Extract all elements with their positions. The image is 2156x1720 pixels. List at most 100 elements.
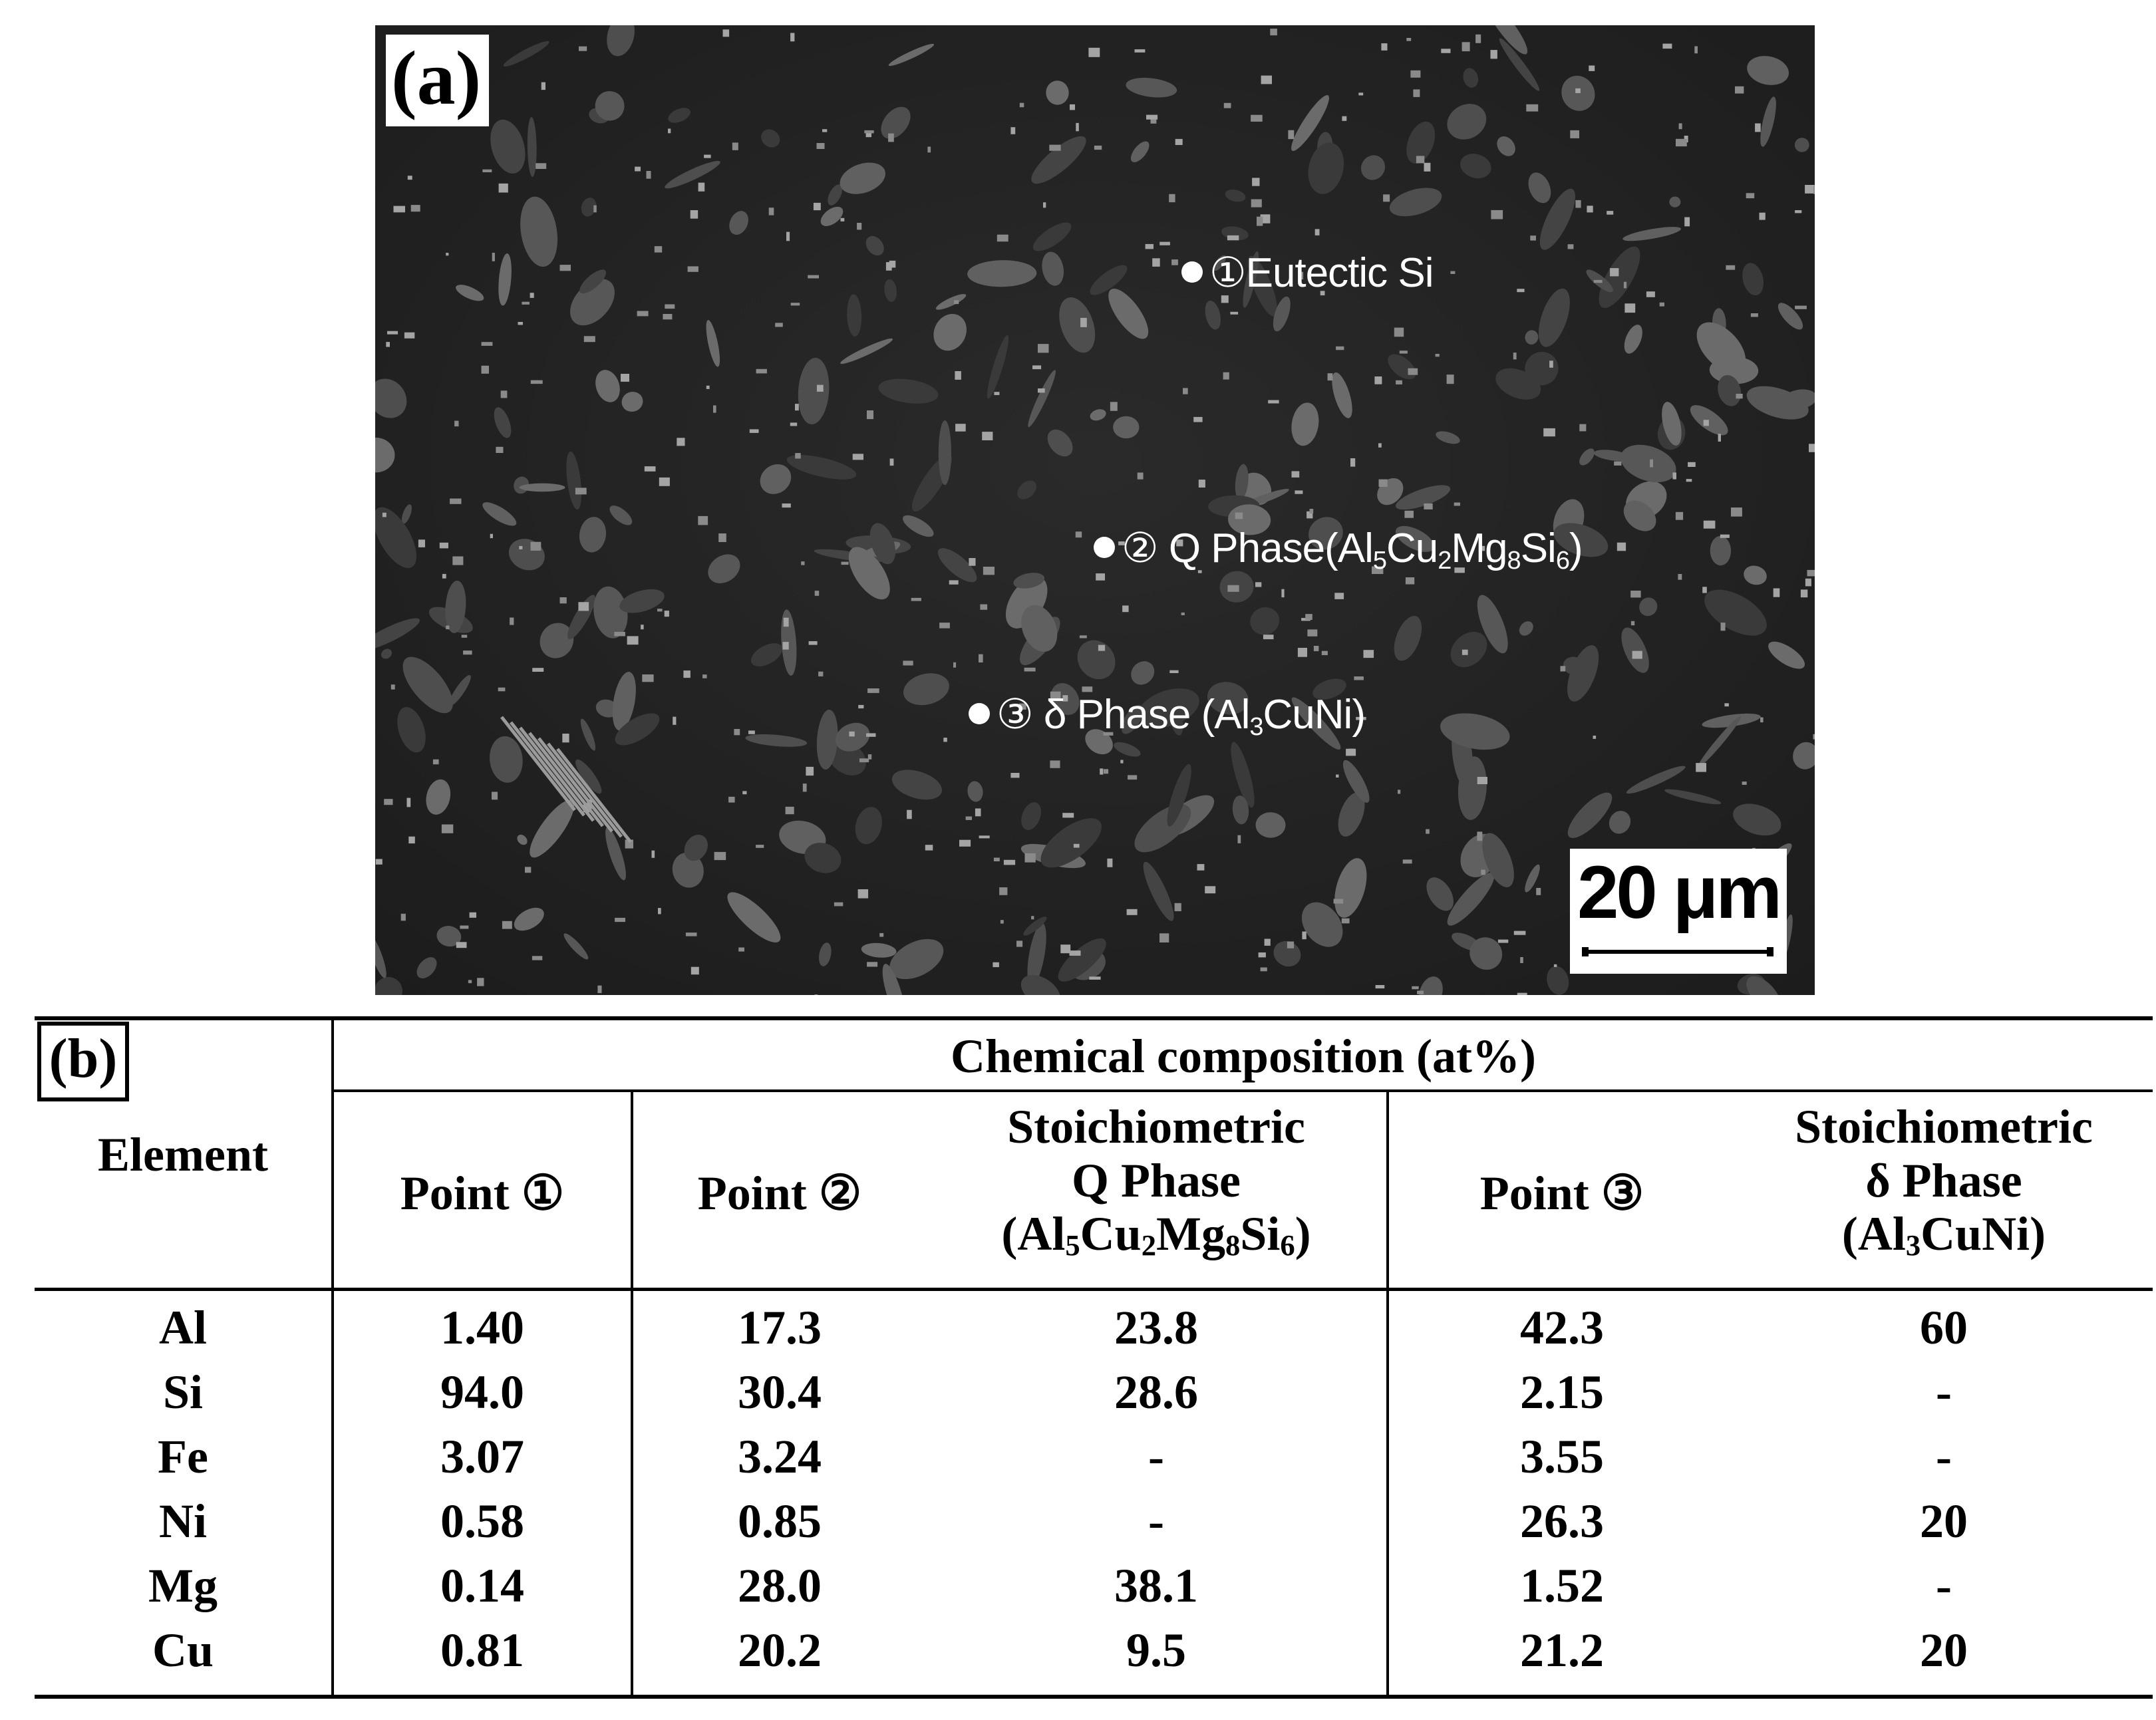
sem-bright-speck	[1152, 258, 1160, 267]
sem-particle	[1058, 938, 1106, 982]
sem-bright-speck	[1003, 859, 1016, 865]
sem-needle	[510, 721, 585, 817]
sem-particle	[579, 517, 607, 553]
sem-particle	[1698, 716, 1742, 768]
sem-particle	[1710, 535, 1732, 566]
sem-bright-speck	[1354, 676, 1364, 680]
sem-particle	[1291, 697, 1341, 750]
sem-bright-speck	[1630, 591, 1641, 598]
sem-particle	[903, 515, 934, 537]
sem-bright-speck	[1623, 281, 1627, 289]
sem-particle	[1301, 902, 1343, 947]
sem-bright-speck	[593, 205, 597, 213]
sem-bright-speck	[1100, 768, 1104, 775]
sem-bright-speck	[1268, 400, 1279, 404]
sem-bright-speck	[1696, 763, 1706, 772]
sem-bright-speck	[1197, 864, 1205, 871]
sem-bright-speck	[1137, 472, 1144, 480]
sem-particle	[527, 117, 537, 177]
sem-bright-speck	[1016, 940, 1023, 947]
sem-bright-speck	[386, 342, 390, 347]
sem-bright-speck	[1094, 145, 1102, 150]
sem-particle	[1747, 56, 1789, 85]
sem-bright-speck	[1313, 646, 1319, 652]
sem-particle	[575, 759, 602, 794]
sem-bright-speck	[1175, 138, 1183, 145]
sem-bright-speck	[808, 275, 819, 279]
sem-bright-speck	[651, 850, 655, 858]
sem-particle	[1308, 142, 1344, 194]
sem-bright-speck	[1731, 507, 1742, 517]
sem-bright-speck	[728, 796, 735, 803]
sem-particle	[1273, 940, 1301, 967]
sem-particle	[935, 294, 967, 310]
sem-bright-speck	[446, 625, 450, 630]
sem-bright-speck	[442, 573, 446, 579]
sem-particle	[1342, 760, 1370, 803]
sem-particle	[1525, 330, 1539, 345]
sem-bright-speck	[864, 130, 874, 134]
sem-bright-speck	[1258, 952, 1266, 958]
sem-particle	[1469, 937, 1503, 970]
sem-bright-speck	[949, 580, 959, 585]
sem-bright-speck	[575, 488, 587, 495]
sem-bright-speck	[1252, 178, 1260, 186]
sem-bright-speck	[1491, 210, 1503, 219]
sem-bright-speck	[840, 217, 845, 221]
sem-bright-speck	[687, 266, 698, 272]
sem-bright-speck	[1321, 650, 1328, 655]
sem-particle	[878, 378, 939, 404]
sem-bright-speck	[756, 845, 764, 848]
sem-bright-speck	[1553, 964, 1557, 967]
value-cell-p1: 0.14	[440, 1559, 524, 1612]
sem-bright-speck	[1650, 459, 1653, 468]
sem-bright-speck	[722, 29, 730, 37]
sem-bright-speck	[834, 902, 844, 907]
annotation-eutectic-si: ①Eutectic Si	[1181, 253, 1434, 294]
sem-particle	[1205, 301, 1221, 330]
table-col-rule	[1386, 1089, 1389, 1699]
sem-bright-speck	[795, 404, 799, 411]
value-cell-p3: 3.55	[1520, 1430, 1604, 1483]
sem-bright-speck	[1475, 34, 1481, 43]
sem-bright-speck	[969, 558, 976, 566]
sem-bright-speck	[1122, 605, 1129, 613]
sem-bright-speck	[450, 498, 462, 504]
value-cell-d: 60	[1920, 1301, 1968, 1354]
sem-particle	[1017, 480, 1036, 500]
sem-bright-speck	[1183, 388, 1188, 394]
sem-bright-speck	[1227, 235, 1239, 241]
sem-bright-speck	[1358, 92, 1364, 96]
sem-particle	[517, 834, 528, 845]
sem-particle	[615, 713, 660, 746]
sem-bright-speck	[1223, 102, 1231, 108]
sem-particle	[967, 260, 1037, 287]
sem-particle	[884, 279, 897, 302]
sem-bright-speck	[690, 210, 698, 219]
sem-bright-speck	[1336, 774, 1339, 778]
sem-bright-speck	[1526, 104, 1539, 112]
sem-bright-speck	[997, 234, 1008, 242]
sem-bright-speck	[1579, 424, 1587, 432]
sem-bright-speck	[1575, 200, 1581, 208]
sem-bright-speck	[1662, 43, 1672, 49]
sem-bright-speck	[641, 625, 644, 630]
sem-bright-speck	[1589, 65, 1595, 71]
sem-bright-speck	[1610, 268, 1619, 277]
sem-particle	[1440, 713, 1510, 750]
header-point-2: Point ②	[697, 1167, 862, 1220]
value-cell-p3: 21.2	[1520, 1624, 1604, 1677]
sem-bright-speck	[1536, 888, 1541, 895]
table-col-rule	[331, 1016, 334, 1699]
sem-bright-speck	[818, 671, 824, 676]
sem-bright-speck	[1024, 853, 1036, 863]
sem-bright-speck	[983, 567, 995, 575]
sem-bright-speck	[1412, 986, 1419, 990]
sem-bright-speck	[1593, 736, 1597, 739]
sem-bright-speck	[1181, 612, 1185, 615]
sem-particle	[1623, 500, 1656, 531]
sem-particle	[1032, 222, 1072, 251]
sem-bright-speck	[404, 332, 415, 339]
sem-bright-speck	[1543, 428, 1555, 437]
sem-particle	[1579, 448, 1595, 466]
